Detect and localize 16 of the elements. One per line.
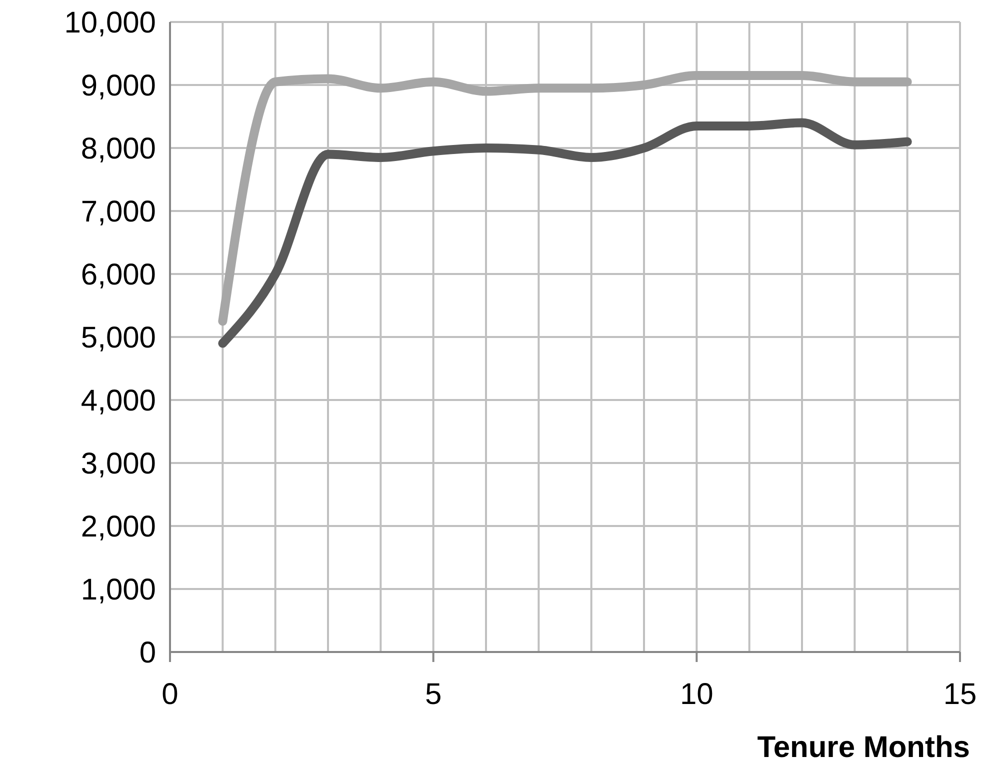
x-tick-label: 5 bbox=[424, 678, 442, 711]
x-tick-label: 10 bbox=[680, 678, 714, 711]
y-tick-label: 9,000 bbox=[80, 70, 156, 102]
y-tick-label: 1,000 bbox=[80, 574, 156, 606]
y-tick-label: 7,000 bbox=[80, 196, 156, 228]
y-tick-label: 2,000 bbox=[80, 510, 156, 544]
y-tick-label: 6,000 bbox=[80, 258, 156, 292]
x-tick-label: 15 bbox=[943, 678, 977, 711]
x-tick-label: 0 bbox=[162, 678, 178, 711]
y-tick-label: 3,000 bbox=[80, 448, 156, 480]
y-tick-label: 10,000 bbox=[64, 6, 156, 40]
y-tick-label: 0 bbox=[139, 636, 156, 670]
y-tick-label: 5,000 bbox=[80, 322, 156, 354]
y-tick-label: 8,000 bbox=[80, 132, 156, 166]
y-tick-label: 4,000 bbox=[80, 384, 156, 418]
x-axis-title: Tenure Months bbox=[757, 731, 970, 764]
